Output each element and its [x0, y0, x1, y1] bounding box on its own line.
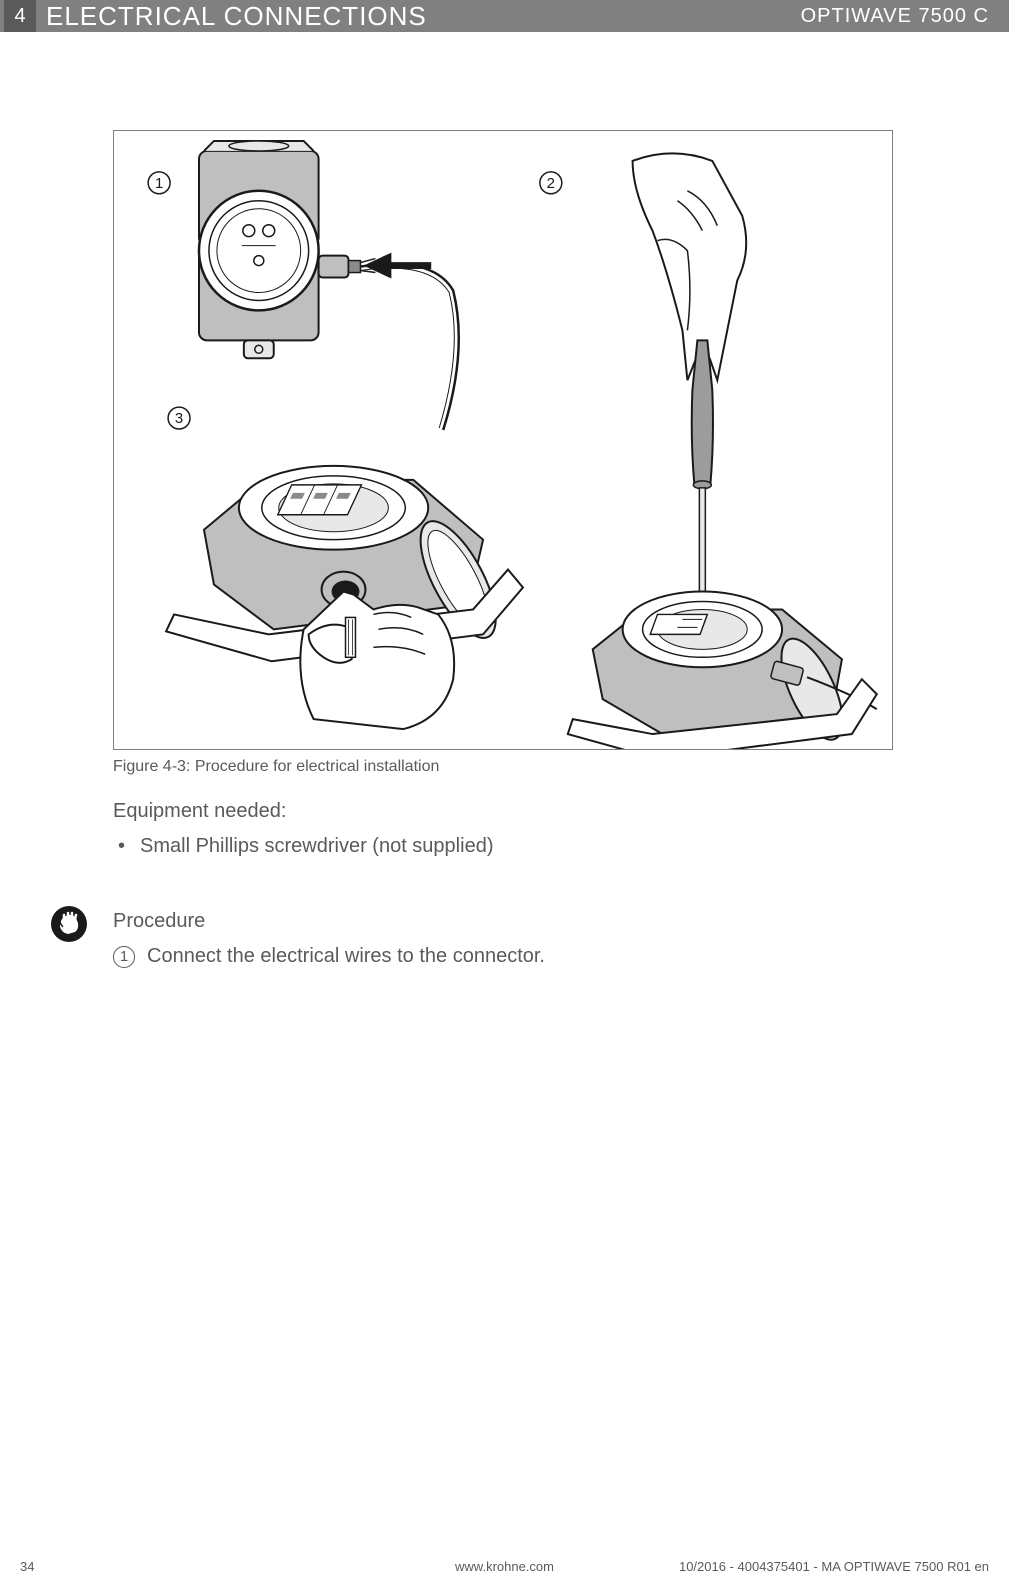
svg-text:1: 1: [155, 175, 163, 192]
equipment-item-text: Small Phillips screwdriver (not supplied…: [140, 835, 493, 858]
device-right-screwdriver: [568, 153, 877, 749]
procedure-step-1: 1 Connect the electrical wires to the co…: [113, 945, 545, 968]
bullet-icon: •: [118, 835, 125, 858]
procedure-hand-icon: [50, 905, 88, 943]
svg-text:2: 2: [547, 175, 555, 192]
callout-3: 3: [168, 407, 190, 429]
product-name: OPTIWAVE 7500 C: [801, 5, 989, 28]
device-top-left: [199, 141, 459, 430]
section-number: 4: [4, 0, 36, 32]
footer: 34 www.krohne.com 10/2016 - 4004375401 -…: [0, 1551, 1009, 1581]
footer-doc-info: 10/2016 - 4004375401 - MA OPTIWAVE 7500 …: [679, 1559, 989, 1574]
step-text: Connect the electrical wires to the conn…: [147, 945, 545, 968]
step-number-icon: 1: [113, 946, 135, 968]
figure-caption: Figure 4-3: Procedure for electrical ins…: [113, 758, 439, 776]
equipment-heading: Equipment needed:: [113, 800, 286, 823]
header-bar: 4 ELECTRICAL CONNECTIONS OPTIWAVE 7500 C: [0, 0, 1009, 32]
procedure-heading: Procedure: [113, 910, 205, 933]
device-bottom-left: [166, 466, 523, 729]
figure-illustration: 1: [114, 131, 892, 749]
equipment-list: • Small Phillips screwdriver (not suppli…: [113, 835, 493, 858]
equipment-item: • Small Phillips screwdriver (not suppli…: [113, 835, 493, 858]
callout-2: 2: [540, 172, 562, 194]
arrow-left: [363, 253, 431, 279]
footer-website: www.krohne.com: [455, 1559, 554, 1574]
page-number: 34: [20, 1559, 34, 1574]
callout-1: 1: [148, 172, 170, 194]
section-title: ELECTRICAL CONNECTIONS: [46, 1, 427, 32]
figure-container: 1: [113, 130, 893, 750]
svg-text:3: 3: [175, 410, 183, 427]
